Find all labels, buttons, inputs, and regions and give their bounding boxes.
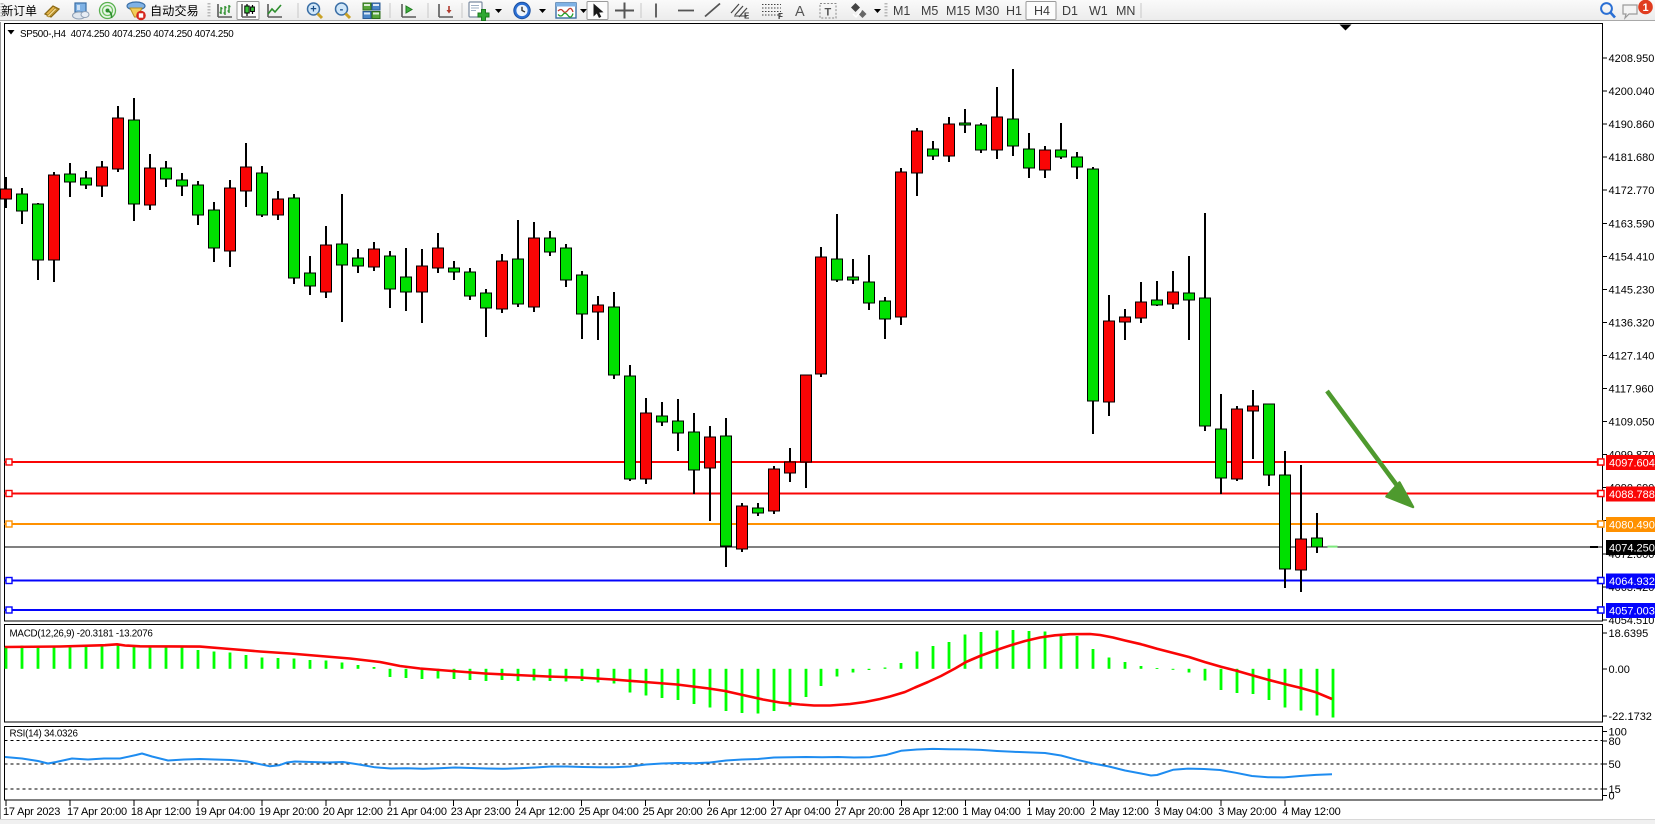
svg-text:18 Apr 12:00: 18 Apr 12:00 — [131, 806, 191, 818]
svg-text:E: E — [744, 12, 750, 21]
svg-text:4064.932: 4064.932 — [1609, 576, 1655, 588]
svg-text:28 Apr 12:00: 28 Apr 12:00 — [898, 806, 958, 818]
svg-text:T: T — [825, 6, 832, 18]
svg-text:50: 50 — [1609, 759, 1621, 771]
svg-text:D1: D1 — [1062, 4, 1078, 18]
svg-text:1 May 04:00: 1 May 04:00 — [962, 806, 1020, 818]
svg-text:H1: H1 — [1006, 4, 1022, 18]
svg-text:M1: M1 — [893, 4, 910, 18]
svg-text:23 Apr 23:00: 23 Apr 23:00 — [451, 806, 511, 818]
svg-text:4136.320: 4136.320 — [1609, 317, 1655, 329]
svg-text:3 May 20:00: 3 May 20:00 — [1218, 806, 1276, 818]
svg-text:M15: M15 — [946, 4, 970, 18]
svg-text:4190.860: 4190.860 — [1609, 119, 1655, 131]
svg-text:18.6395: 18.6395 — [1609, 628, 1649, 640]
svg-text:4088.788: 4088.788 — [1609, 489, 1655, 501]
svg-text:4057.003: 4057.003 — [1609, 606, 1655, 618]
svg-text:SP500-,H4 4074.250 4074.250 4: SP500-,H4 4074.250 4074.250 4074.250 407… — [20, 29, 234, 40]
svg-text:27 Apr 20:00: 27 Apr 20:00 — [834, 806, 894, 818]
svg-text:4200.040: 4200.040 — [1609, 86, 1655, 98]
svg-text:-: - — [340, 4, 344, 16]
svg-text:4127.140: 4127.140 — [1609, 350, 1655, 362]
svg-text:W1: W1 — [1089, 4, 1108, 18]
svg-text:24 Apr 12:00: 24 Apr 12:00 — [515, 806, 575, 818]
svg-text:自动交易: 自动交易 — [150, 3, 199, 18]
svg-text:M30: M30 — [975, 4, 999, 18]
svg-text:A: A — [795, 4, 805, 20]
svg-text:4080.490: 4080.490 — [1609, 520, 1655, 532]
svg-text:15: 15 — [1609, 784, 1621, 796]
svg-text:4109.050: 4109.050 — [1609, 417, 1655, 429]
svg-text:4 May 12:00: 4 May 12:00 — [1282, 806, 1340, 818]
svg-text:H4: H4 — [1034, 4, 1050, 18]
svg-text:RSI(14) 34.0326: RSI(14) 34.0326 — [10, 729, 79, 740]
svg-text:4154.410: 4154.410 — [1609, 251, 1655, 263]
svg-text:1: 1 — [1642, 2, 1648, 14]
svg-text:+: + — [310, 4, 316, 16]
svg-text:4172.770: 4172.770 — [1609, 185, 1655, 197]
svg-text:4208.950: 4208.950 — [1609, 53, 1655, 65]
svg-text:17 Apr 2023: 17 Apr 2023 — [3, 806, 60, 818]
svg-text:100: 100 — [1609, 727, 1627, 739]
svg-text:17 Apr 20:00: 17 Apr 20:00 — [67, 806, 127, 818]
svg-text:F: F — [778, 12, 783, 21]
svg-text:4163.590: 4163.590 — [1609, 218, 1655, 230]
svg-text:M5: M5 — [921, 4, 938, 18]
svg-text:26 Apr 12:00: 26 Apr 12:00 — [707, 806, 767, 818]
svg-text:-22.1732: -22.1732 — [1609, 711, 1652, 723]
svg-text:19 Apr 20:00: 19 Apr 20:00 — [259, 806, 319, 818]
svg-text:0.00: 0.00 — [1609, 664, 1630, 676]
svg-text:19 Apr 04:00: 19 Apr 04:00 — [195, 806, 255, 818]
svg-text:4117.960: 4117.960 — [1609, 384, 1654, 396]
svg-text:80: 80 — [1609, 736, 1621, 748]
svg-text:4181.680: 4181.680 — [1609, 152, 1655, 164]
svg-text:4074.250: 4074.250 — [1609, 543, 1655, 555]
svg-text:1 May 20:00: 1 May 20:00 — [1026, 806, 1084, 818]
svg-text:20 Apr 12:00: 20 Apr 12:00 — [323, 806, 383, 818]
svg-text:MN: MN — [1116, 4, 1135, 18]
svg-text:3 May 04:00: 3 May 04:00 — [1154, 806, 1212, 818]
svg-text:21 Apr 04:00: 21 Apr 04:00 — [387, 806, 447, 818]
svg-text:0: 0 — [1609, 791, 1615, 803]
svg-text:新订单: 新订单 — [2, 4, 38, 18]
svg-text:MACD(12,26,9) -20.3181 -13.207: MACD(12,26,9) -20.3181 -13.2076 — [10, 629, 154, 640]
svg-text:2 May 12:00: 2 May 12:00 — [1090, 806, 1148, 818]
svg-text:25 Apr 20:00: 25 Apr 20:00 — [643, 806, 703, 818]
svg-text:25 Apr 04:00: 25 Apr 04:00 — [579, 806, 639, 818]
svg-text:4097.604: 4097.604 — [1609, 458, 1655, 470]
svg-text:4145.230: 4145.230 — [1609, 284, 1655, 296]
svg-text:27 Apr 04:00: 27 Apr 04:00 — [771, 806, 831, 818]
